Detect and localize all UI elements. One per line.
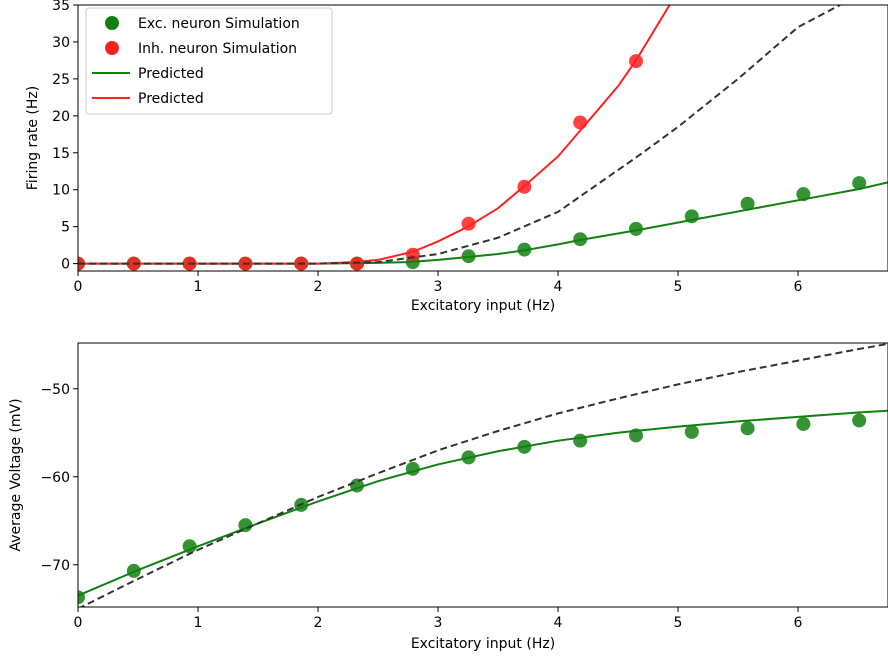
axes-frame xyxy=(77,4,888,272)
data-point xyxy=(852,413,867,428)
axes-frame xyxy=(77,342,888,608)
y-tick-label: 25 xyxy=(52,72,70,88)
legend-label: Exc. neuron Simulation xyxy=(138,16,300,32)
data-point xyxy=(684,424,699,439)
subplot: 0 1 2 3 4 5 6 −70 −60 −50 Excitatory input (Hz) Ave… xyxy=(8,342,888,652)
y-axis-label: Average Voltage (mV) xyxy=(8,398,24,551)
y-tick-label: −70 xyxy=(40,558,70,574)
x-tick-label: 2 xyxy=(314,279,323,295)
data-point xyxy=(852,176,867,191)
dashed-line xyxy=(78,5,841,265)
x-tick-label: 6 xyxy=(794,279,803,295)
data-point xyxy=(629,221,643,236)
data-point xyxy=(796,187,811,202)
data-point xyxy=(796,416,811,431)
x-tick-label: 4 xyxy=(554,279,563,295)
x-tick-label: 0 xyxy=(74,615,83,631)
y-tick-label: 0 xyxy=(61,257,70,273)
x-tick-label: 3 xyxy=(434,615,443,631)
x-tick-label: 5 xyxy=(674,279,683,295)
legend: Exc. neuron Simulation Inh. neuron Simula… xyxy=(85,7,333,115)
y-tick-label: 5 xyxy=(61,220,70,236)
plot-area xyxy=(78,5,888,271)
data-point xyxy=(182,539,197,554)
data-point xyxy=(740,196,755,211)
legend-marker xyxy=(105,41,119,55)
plot-area xyxy=(78,343,888,607)
y-tick-label: 10 xyxy=(52,183,70,199)
x-tick-label: 1 xyxy=(194,615,203,631)
series-line xyxy=(78,409,888,597)
legend-label: Predicted xyxy=(138,91,204,107)
x-axis-label: Excitatory input (Hz) xyxy=(411,636,555,652)
legend-label: Predicted xyxy=(138,66,204,82)
y-axis-label: Firing rate (Hz) xyxy=(25,86,41,190)
data-point xyxy=(573,115,588,130)
x-tick-label: 1 xyxy=(194,279,203,295)
y-tick-label: 35 xyxy=(52,0,70,14)
y-tick-label: 20 xyxy=(52,109,70,125)
x-tick-label: 5 xyxy=(674,615,683,631)
legend-box xyxy=(85,7,333,115)
x-tick-label: 6 xyxy=(794,615,803,631)
y-tick-label: 30 xyxy=(52,35,70,51)
series-line xyxy=(78,181,888,265)
legend-marker xyxy=(105,16,119,30)
x-tick-label: 4 xyxy=(554,615,563,631)
y-tick-label: −60 xyxy=(40,470,70,486)
legend-label: Inh. neuron Simulation xyxy=(138,41,297,57)
x-tick-label: 3 xyxy=(434,279,443,295)
data-point xyxy=(573,433,588,448)
x-tick-label: 2 xyxy=(314,615,323,631)
dashed-line xyxy=(79,343,888,607)
data-point xyxy=(740,421,755,436)
y-tick-label: −50 xyxy=(40,382,70,398)
x-axis-label: Excitatory input (Hz) xyxy=(411,298,555,314)
subplot: 0 1 2 3 4 5 6 0 5 10 15 20 25 30 35 Excitatory input (H… xyxy=(25,0,888,314)
x-tick-label: 0 xyxy=(74,279,83,295)
y-tick-label: 15 xyxy=(52,146,70,162)
